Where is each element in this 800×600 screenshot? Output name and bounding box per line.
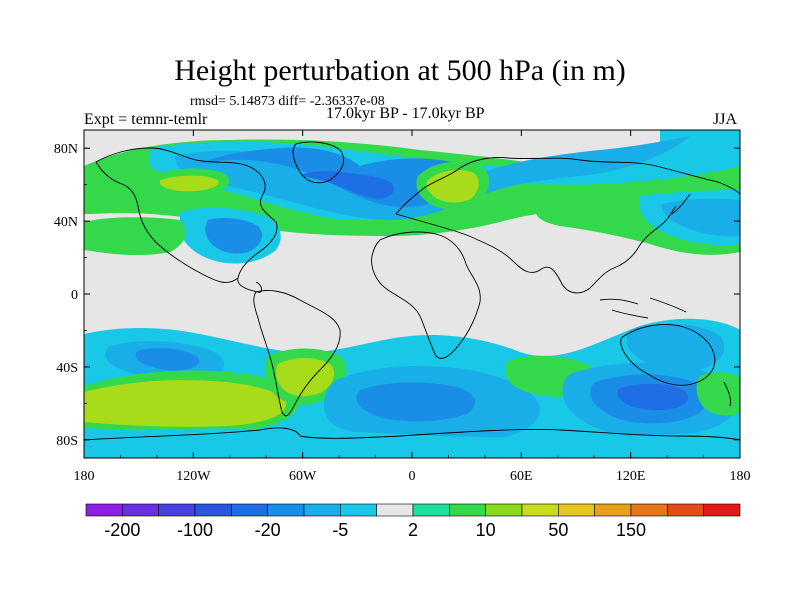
colorbar-swatch <box>122 503 159 517</box>
field-north-america-blue <box>205 218 263 254</box>
colorbar-swatch <box>594 503 632 517</box>
coastline-north-america <box>95 147 278 293</box>
field-east-asia-cyan <box>661 198 740 237</box>
colorbar: -200 -100 -20 -5 2 10 50 150 <box>85 503 741 540</box>
colorbar-label: -5 <box>332 520 348 540</box>
colorbar-swatch <box>194 503 232 517</box>
field-antarctic-light-cyan <box>84 428 740 458</box>
lon-label: 120E <box>616 469 646 484</box>
colorbar-label: -100 <box>177 520 213 540</box>
stats-label: rmsd= 5.14873 diff= -2.36337e-08 <box>190 94 385 109</box>
coastlines <box>84 141 740 441</box>
coastline-south-america <box>253 289 341 417</box>
lon-label: 60E <box>510 469 533 484</box>
axis-ticks: 80N 40N 0 40S 80S 180 120W 60W 0 60E 120E 180 <box>54 130 751 484</box>
coastline-africa <box>371 231 481 359</box>
field-australia-cyan <box>626 323 725 372</box>
coastline-greenland <box>292 141 344 184</box>
colorbar-swatch <box>158 503 196 517</box>
field-north-pacific-green <box>84 217 186 256</box>
lon-label: 60W <box>289 469 317 484</box>
coastline-antarctica <box>84 427 740 441</box>
lon-label: 180 <box>730 469 751 484</box>
field-south-indian-blue-dark <box>617 383 689 411</box>
field-greenland-yellow <box>160 175 219 192</box>
coastline-maritime-continent <box>599 297 687 319</box>
coastline-new-zealand <box>723 381 731 407</box>
field-scandinavia-yellow <box>426 170 479 203</box>
coastline-australia <box>620 324 716 386</box>
colorbar-swatch <box>521 503 559 517</box>
colorbar-swatch <box>231 503 268 517</box>
field-south-atlantic-blue-mid <box>356 382 476 422</box>
colorbar-label: -200 <box>104 520 140 540</box>
coastline-north-america-west <box>95 161 239 283</box>
colorbar-label: 10 <box>476 520 496 540</box>
colorbar-swatch <box>703 503 741 517</box>
coastline-japan <box>671 193 691 215</box>
colorbar-swatch <box>630 503 668 517</box>
lon-label: 180 <box>74 469 95 484</box>
lat-label: 80N <box>54 142 78 157</box>
colorbar-label: 150 <box>616 520 646 540</box>
coastline-eurasia-south <box>395 205 677 294</box>
height-perturbation-field <box>84 130 740 458</box>
field-north-blue-dark <box>300 171 394 199</box>
colorbar-swatch <box>558 503 595 517</box>
colorbar-label: 50 <box>548 520 568 540</box>
lon-label: 120W <box>176 469 211 484</box>
lon-label: 0 <box>409 469 416 484</box>
lat-label: 40N <box>54 215 78 230</box>
colorbar-swatch <box>412 503 450 517</box>
colorbar-swatch <box>267 503 305 517</box>
field-south-america-yellow <box>276 358 335 397</box>
experiment-label: Expt = temnr-temlr <box>84 111 208 128</box>
field-south-pacific-blue-mid <box>135 348 200 371</box>
colorbar-swatch <box>667 503 704 517</box>
coastline-eurasia <box>395 157 740 215</box>
lat-label: 80S <box>56 434 78 449</box>
field-tasman-green <box>696 372 740 416</box>
lat-label: 40S <box>56 361 78 376</box>
colorbar-swatch <box>303 503 341 517</box>
season-label: JJA <box>713 111 738 128</box>
colorbar-label: 2 <box>408 520 418 540</box>
colorbar-swatch <box>449 503 486 517</box>
plot-title: Height perturbation at 500 hPa (in m) <box>174 54 626 87</box>
colorbar-swatch <box>485 503 523 517</box>
colorbar-swatch <box>376 503 414 517</box>
colorbar-swatch <box>340 503 377 517</box>
period-label: 17.0kyr BP - 17.0kyr BP <box>326 105 485 122</box>
colorbar-swatch <box>85 503 123 517</box>
lat-label: 0 <box>71 288 78 303</box>
colorbar-label: -20 <box>255 520 281 540</box>
field-south-pacific-yellow <box>84 380 286 427</box>
